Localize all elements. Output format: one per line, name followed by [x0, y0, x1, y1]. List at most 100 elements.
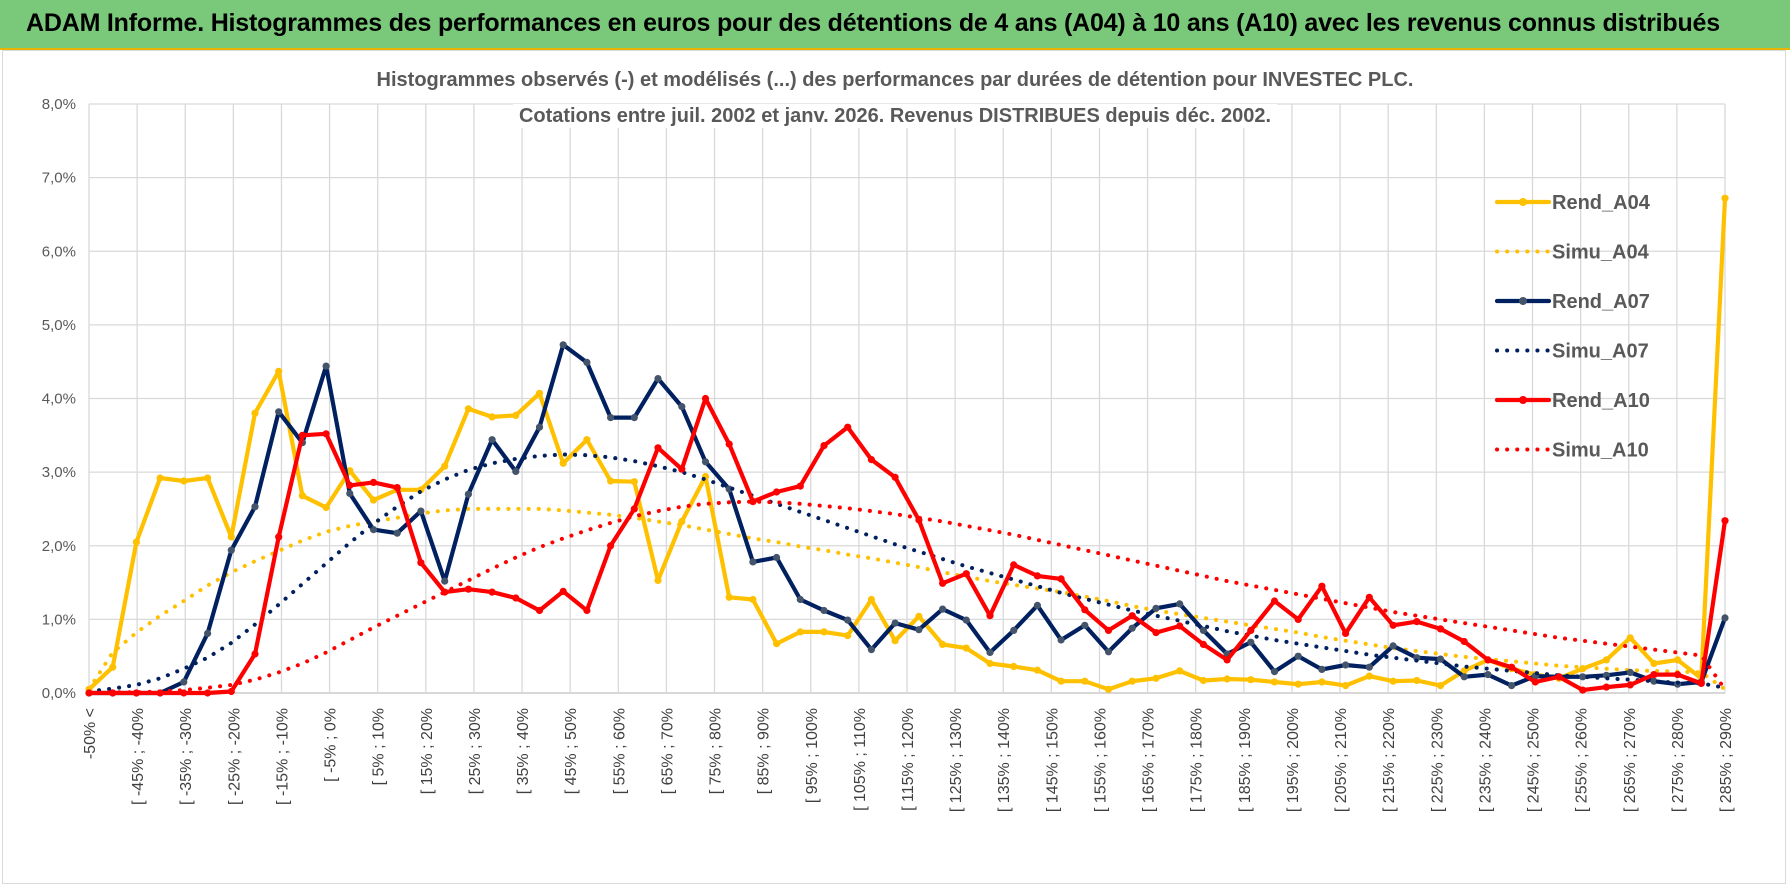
- data-point: [512, 411, 520, 419]
- series-Rend_A10: [85, 394, 1729, 697]
- data-point: [346, 481, 354, 489]
- data-point: [962, 616, 970, 624]
- banner-title: ADAM Informe. Histogrammes des performan…: [26, 9, 1720, 37]
- data-point: [322, 430, 330, 438]
- data-point: [1365, 593, 1373, 601]
- data-point: [1247, 676, 1255, 684]
- x-tick-label: [ 155% ; 160%: [1092, 708, 1109, 812]
- data-point: [1650, 677, 1658, 685]
- data-point: [1484, 671, 1492, 679]
- chart-title-background: [512, 104, 1278, 128]
- data-point: [180, 678, 188, 686]
- data-point: [1128, 612, 1136, 620]
- data-point: [441, 577, 449, 585]
- data-point: [1104, 626, 1113, 635]
- data-point: [1081, 677, 1089, 685]
- data-point: [1176, 667, 1184, 675]
- data-point: [1318, 582, 1326, 590]
- x-tick-label: [ 5% ; 10%: [371, 708, 388, 785]
- data-point: [464, 405, 472, 413]
- legend-marker: [1519, 198, 1527, 206]
- data-point: [630, 414, 638, 422]
- data-point: [1721, 194, 1729, 202]
- data-point: [1152, 674, 1160, 682]
- legend-label: Rend_A10: [1552, 390, 1650, 412]
- data-point: [939, 579, 947, 587]
- data-point: [1626, 668, 1634, 677]
- series-line: [89, 396, 1728, 696]
- data-point: [1057, 636, 1065, 644]
- data-point: [867, 595, 876, 604]
- data-point: [1508, 682, 1516, 690]
- y-tick-label: 8,0%: [42, 96, 76, 113]
- data-point: [393, 529, 401, 537]
- data-point: [1176, 622, 1184, 630]
- data-point: [1057, 575, 1065, 583]
- data-point: [844, 616, 852, 624]
- data-point: [441, 462, 449, 470]
- data-point: [844, 423, 852, 431]
- data-point: [1460, 637, 1468, 646]
- series-line: [87, 506, 1727, 692]
- data-point: [512, 467, 520, 475]
- data-point: [559, 587, 567, 596]
- data-point: [962, 570, 970, 578]
- data-point: [464, 585, 472, 593]
- data-point: [1270, 597, 1279, 605]
- x-tick-label: [ -5% ; 0%: [323, 708, 340, 782]
- legend-label: Simu_A10: [1552, 440, 1649, 462]
- data-point: [1318, 678, 1326, 686]
- chart-title-background: [370, 68, 1420, 92]
- legend-label: Rend_A07: [1552, 291, 1650, 313]
- data-point: [204, 689, 212, 697]
- data-point: [654, 576, 662, 585]
- series-line: [87, 452, 1727, 694]
- data-point: [1389, 642, 1397, 650]
- data-point: [227, 546, 235, 554]
- data-point: [298, 431, 306, 439]
- data-point: [1484, 656, 1492, 664]
- legend-label: Rend_A04: [1552, 192, 1651, 214]
- data-point: [275, 533, 283, 541]
- legend-label: Simu_A04: [1552, 242, 1650, 264]
- data-point: [227, 533, 235, 541]
- data-point: [1579, 686, 1587, 694]
- data-point: [132, 538, 140, 546]
- data-point: [227, 687, 235, 696]
- x-tick-label: [ 115% ; 120%: [900, 708, 917, 811]
- page-banner: ADAM Informe. Histogrammes des performan…: [0, 0, 1790, 50]
- x-tick-label: [ 65% ; 70%: [659, 708, 676, 794]
- data-point: [607, 414, 615, 422]
- data-point: [607, 542, 615, 550]
- data-point: [583, 606, 591, 615]
- y-tick-label: 5,0%: [42, 317, 76, 334]
- data-point: [583, 436, 591, 444]
- data-point: [844, 632, 852, 640]
- data-point: [1650, 671, 1658, 679]
- data-point: [1033, 572, 1041, 580]
- data-point: [962, 644, 970, 652]
- data-point: [867, 456, 876, 464]
- data-point: [701, 458, 710, 466]
- data-point: [535, 423, 544, 431]
- y-tick-label: 0,0%: [42, 685, 76, 702]
- x-tick-label: [ -25% ; -20%: [226, 708, 243, 805]
- x-tick-label: [ 195% ; 200%: [1285, 708, 1302, 812]
- data-point: [346, 489, 354, 498]
- data-point: [1626, 634, 1634, 642]
- data-point: [298, 492, 306, 500]
- data-point: [1342, 629, 1350, 638]
- y-tick-label: 6,0%: [42, 243, 76, 260]
- x-tick-label: [ 15% ; 20%: [419, 708, 436, 794]
- data-point: [1389, 621, 1397, 629]
- data-point: [1508, 663, 1516, 671]
- data-point: [1223, 675, 1231, 683]
- data-point: [1721, 614, 1729, 622]
- data-point: [891, 619, 899, 627]
- data-point: [1579, 673, 1587, 681]
- data-point: [796, 628, 804, 636]
- data-point: [796, 482, 804, 490]
- data-point: [275, 367, 283, 375]
- data-point: [109, 663, 117, 671]
